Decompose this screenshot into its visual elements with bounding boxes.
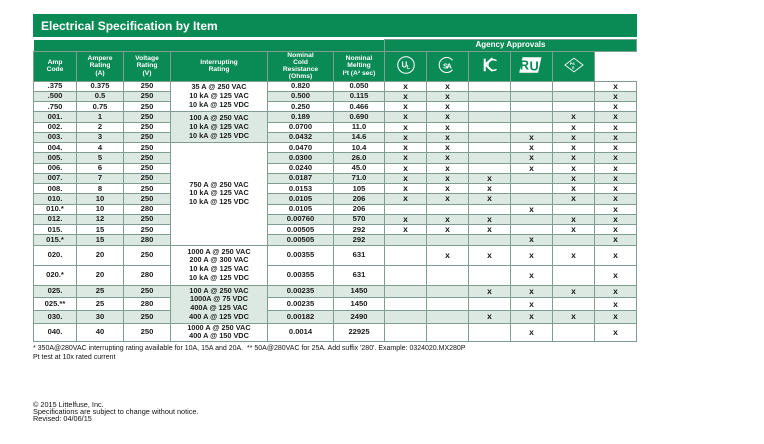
svg-text:A: A	[446, 61, 452, 70]
svg-text:U: U	[529, 58, 538, 73]
svg-text:R: R	[519, 58, 528, 73]
svg-text:L: L	[407, 65, 410, 71]
svg-text:PS: PS	[569, 62, 574, 66]
svg-text:E: E	[572, 66, 575, 70]
